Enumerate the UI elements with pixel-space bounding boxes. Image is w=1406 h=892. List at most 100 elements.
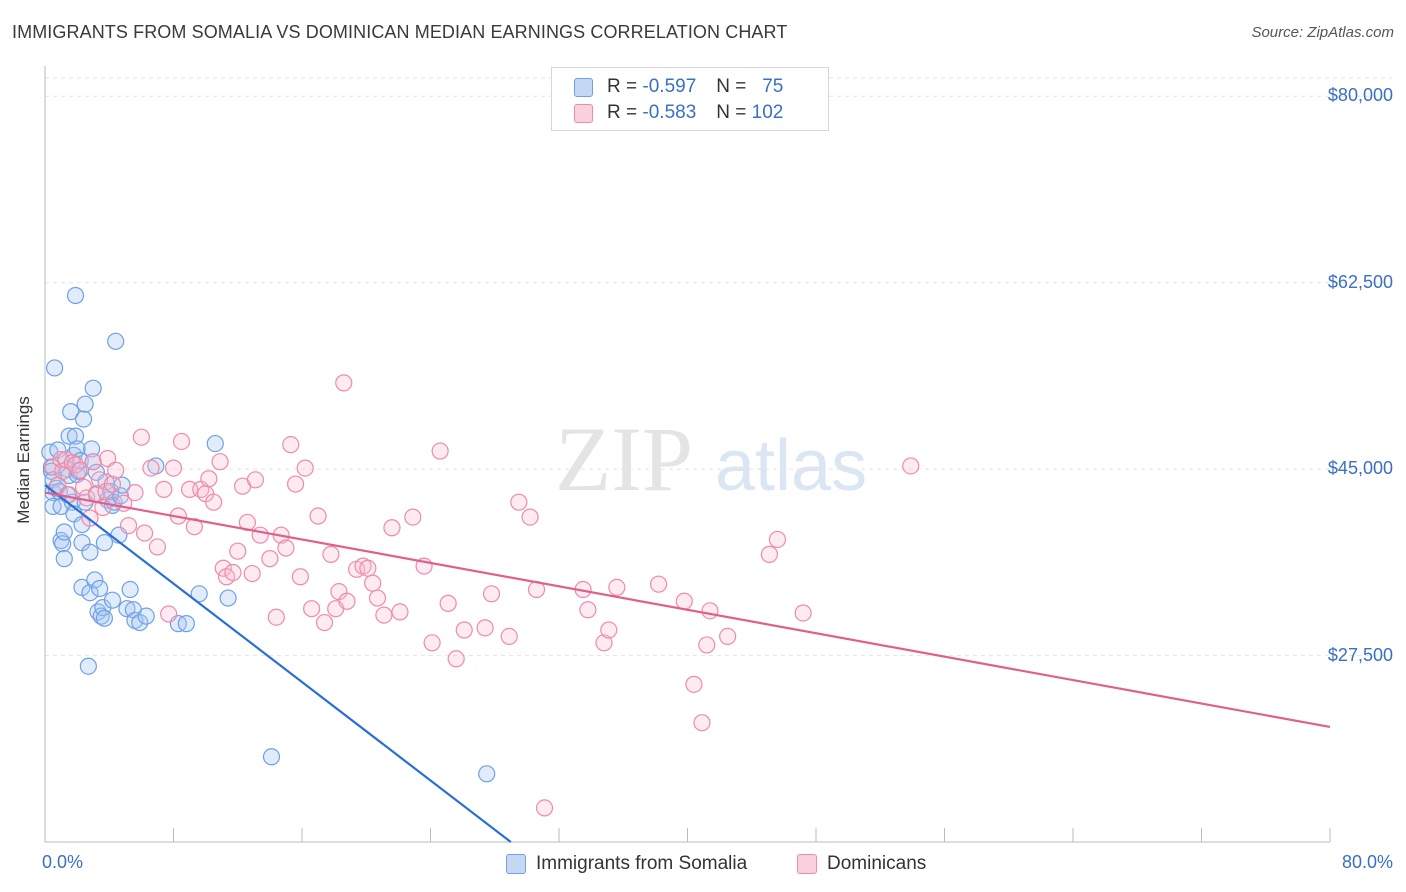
somalia-point-39 <box>82 440 101 458</box>
somalia-point-62 <box>121 580 139 599</box>
watermark-zip: ZIP <box>555 408 693 510</box>
somalia-point-19 <box>60 427 78 445</box>
dominican-point-23 <box>132 428 150 446</box>
dominican-point-88 <box>595 634 613 652</box>
dominican-point-68 <box>368 589 387 607</box>
dominican-point-36 <box>200 470 218 488</box>
dominican-point-78 <box>455 621 473 639</box>
chart-title: IMMIGRANTS FROM SOMALIA VS DOMINICAN MED… <box>12 22 788 42</box>
dominican-point-92 <box>675 592 693 610</box>
dominican-point-83 <box>521 508 539 526</box>
somalia-point-65 <box>131 613 149 632</box>
dominican-point-51 <box>277 539 295 557</box>
dominican-point-41 <box>224 563 242 582</box>
dominican-r-value: -0.583 <box>642 102 697 123</box>
dominican-point-29 <box>164 459 183 477</box>
dominican-r-label: R = <box>607 102 638 123</box>
dominican-point-37 <box>205 493 223 511</box>
dominican-point-27 <box>155 480 173 498</box>
dominican-point-54 <box>291 568 309 586</box>
somalia-r-value: -0.597 <box>642 76 697 97</box>
dominican-point-80 <box>482 585 501 603</box>
y-tick-label-1: $45,000 <box>1327 458 1393 479</box>
dominican-point-22 <box>126 483 144 502</box>
dominican-point-62 <box>335 374 353 392</box>
somalia-point-13 <box>55 550 73 568</box>
dominican-point-87 <box>579 601 597 619</box>
dominican-point-97 <box>719 627 737 646</box>
somalia-point-50 <box>95 534 114 552</box>
dominican-point-69 <box>375 606 393 624</box>
series-dominican <box>44 374 920 817</box>
dominican-point-90 <box>608 578 626 596</box>
y-tick-label-2: $62,500 <box>1327 271 1393 292</box>
dominican-point-63 <box>338 592 356 610</box>
source-label: Source: ZipAtlas.com <box>1251 24 1394 41</box>
dominican-point-24 <box>135 524 154 542</box>
somalia-point-69 <box>177 615 195 633</box>
dominican-point-42 <box>229 542 247 560</box>
somalia-point-36 <box>79 657 97 675</box>
somalia-point-61 <box>118 600 136 618</box>
dominican-point-48 <box>261 550 279 568</box>
stats-box: R = -0.597 N = 75 R = -0.583 N = 102 <box>551 67 829 131</box>
somalia-point-66 <box>137 607 155 625</box>
dominican-point-79 <box>476 619 494 637</box>
dominican-point-96 <box>701 602 719 620</box>
dominican-n-label: N = <box>716 102 747 123</box>
dominican-point-19 <box>107 461 125 479</box>
somalia-trend-line <box>44 484 512 843</box>
somalia-point-71 <box>206 434 224 453</box>
dominican-point-28 <box>160 605 178 623</box>
somalia-point-25 <box>66 427 85 445</box>
dominican-point-95 <box>698 636 716 654</box>
dominican-point-76 <box>439 594 457 612</box>
stats-row-dominican: R = -0.583 N = 102 <box>574 100 783 126</box>
dominican-point-45 <box>243 564 261 583</box>
dominican-swatch <box>574 103 593 123</box>
dominican-point-47 <box>251 526 269 544</box>
dominican-point-82 <box>510 493 528 511</box>
somalia-point-54 <box>103 591 122 609</box>
dominican-point-70 <box>383 519 401 537</box>
somalia-point-34 <box>76 395 94 413</box>
dominican-point-75 <box>431 442 449 460</box>
x-tick-min: 0.0% <box>42 852 84 872</box>
dominican-point-52 <box>282 436 300 454</box>
somalia-n-label: N = <box>716 76 747 97</box>
legend-item-somalia: Immigrants from Somalia <box>506 852 747 876</box>
dominican-point-58 <box>315 613 334 632</box>
dominican-point-101 <box>902 457 920 475</box>
dominican-point-77 <box>447 650 465 668</box>
dominican-point-98 <box>760 545 779 563</box>
somalia-r-label: R = <box>607 76 638 97</box>
dominican-point-55 <box>296 459 314 477</box>
somalia-point-33 <box>74 410 93 428</box>
dominican-point-72 <box>404 508 422 526</box>
dominican-point-49 <box>267 608 285 626</box>
somalia-point-46 <box>91 579 109 598</box>
somalia-swatch <box>574 77 593 97</box>
x-tick-max: 80.0% <box>1341 852 1393 872</box>
watermark-atlas: atlas <box>715 426 867 506</box>
dominican-point-85 <box>535 799 554 817</box>
dominican-point-7 <box>66 456 85 474</box>
somalia-point-20 <box>62 403 80 421</box>
stats-row-somalia: R = -0.597 N = 75 <box>574 74 783 100</box>
somalia-n-value: 75 <box>762 76 784 97</box>
somalia-point-37 <box>81 543 99 561</box>
somalia-point-49 <box>95 609 114 627</box>
dominican-point-25 <box>142 459 160 477</box>
legend-somalia-swatch <box>506 854 526 874</box>
dominican-point-99 <box>768 530 787 549</box>
dominican-point-33 <box>185 518 203 536</box>
dominican-point-91 <box>649 575 668 593</box>
dominican-point-46 <box>246 471 265 489</box>
dominican-point-12 <box>84 453 102 471</box>
somalia-point-41 <box>84 379 102 397</box>
dominican-point-66 <box>359 559 377 577</box>
somalia-point-70 <box>190 585 208 603</box>
dominican-point-56 <box>303 600 321 618</box>
somalia-point-42 <box>86 571 104 589</box>
legend-somalia-label: Immigrants from Somalia <box>536 853 748 874</box>
